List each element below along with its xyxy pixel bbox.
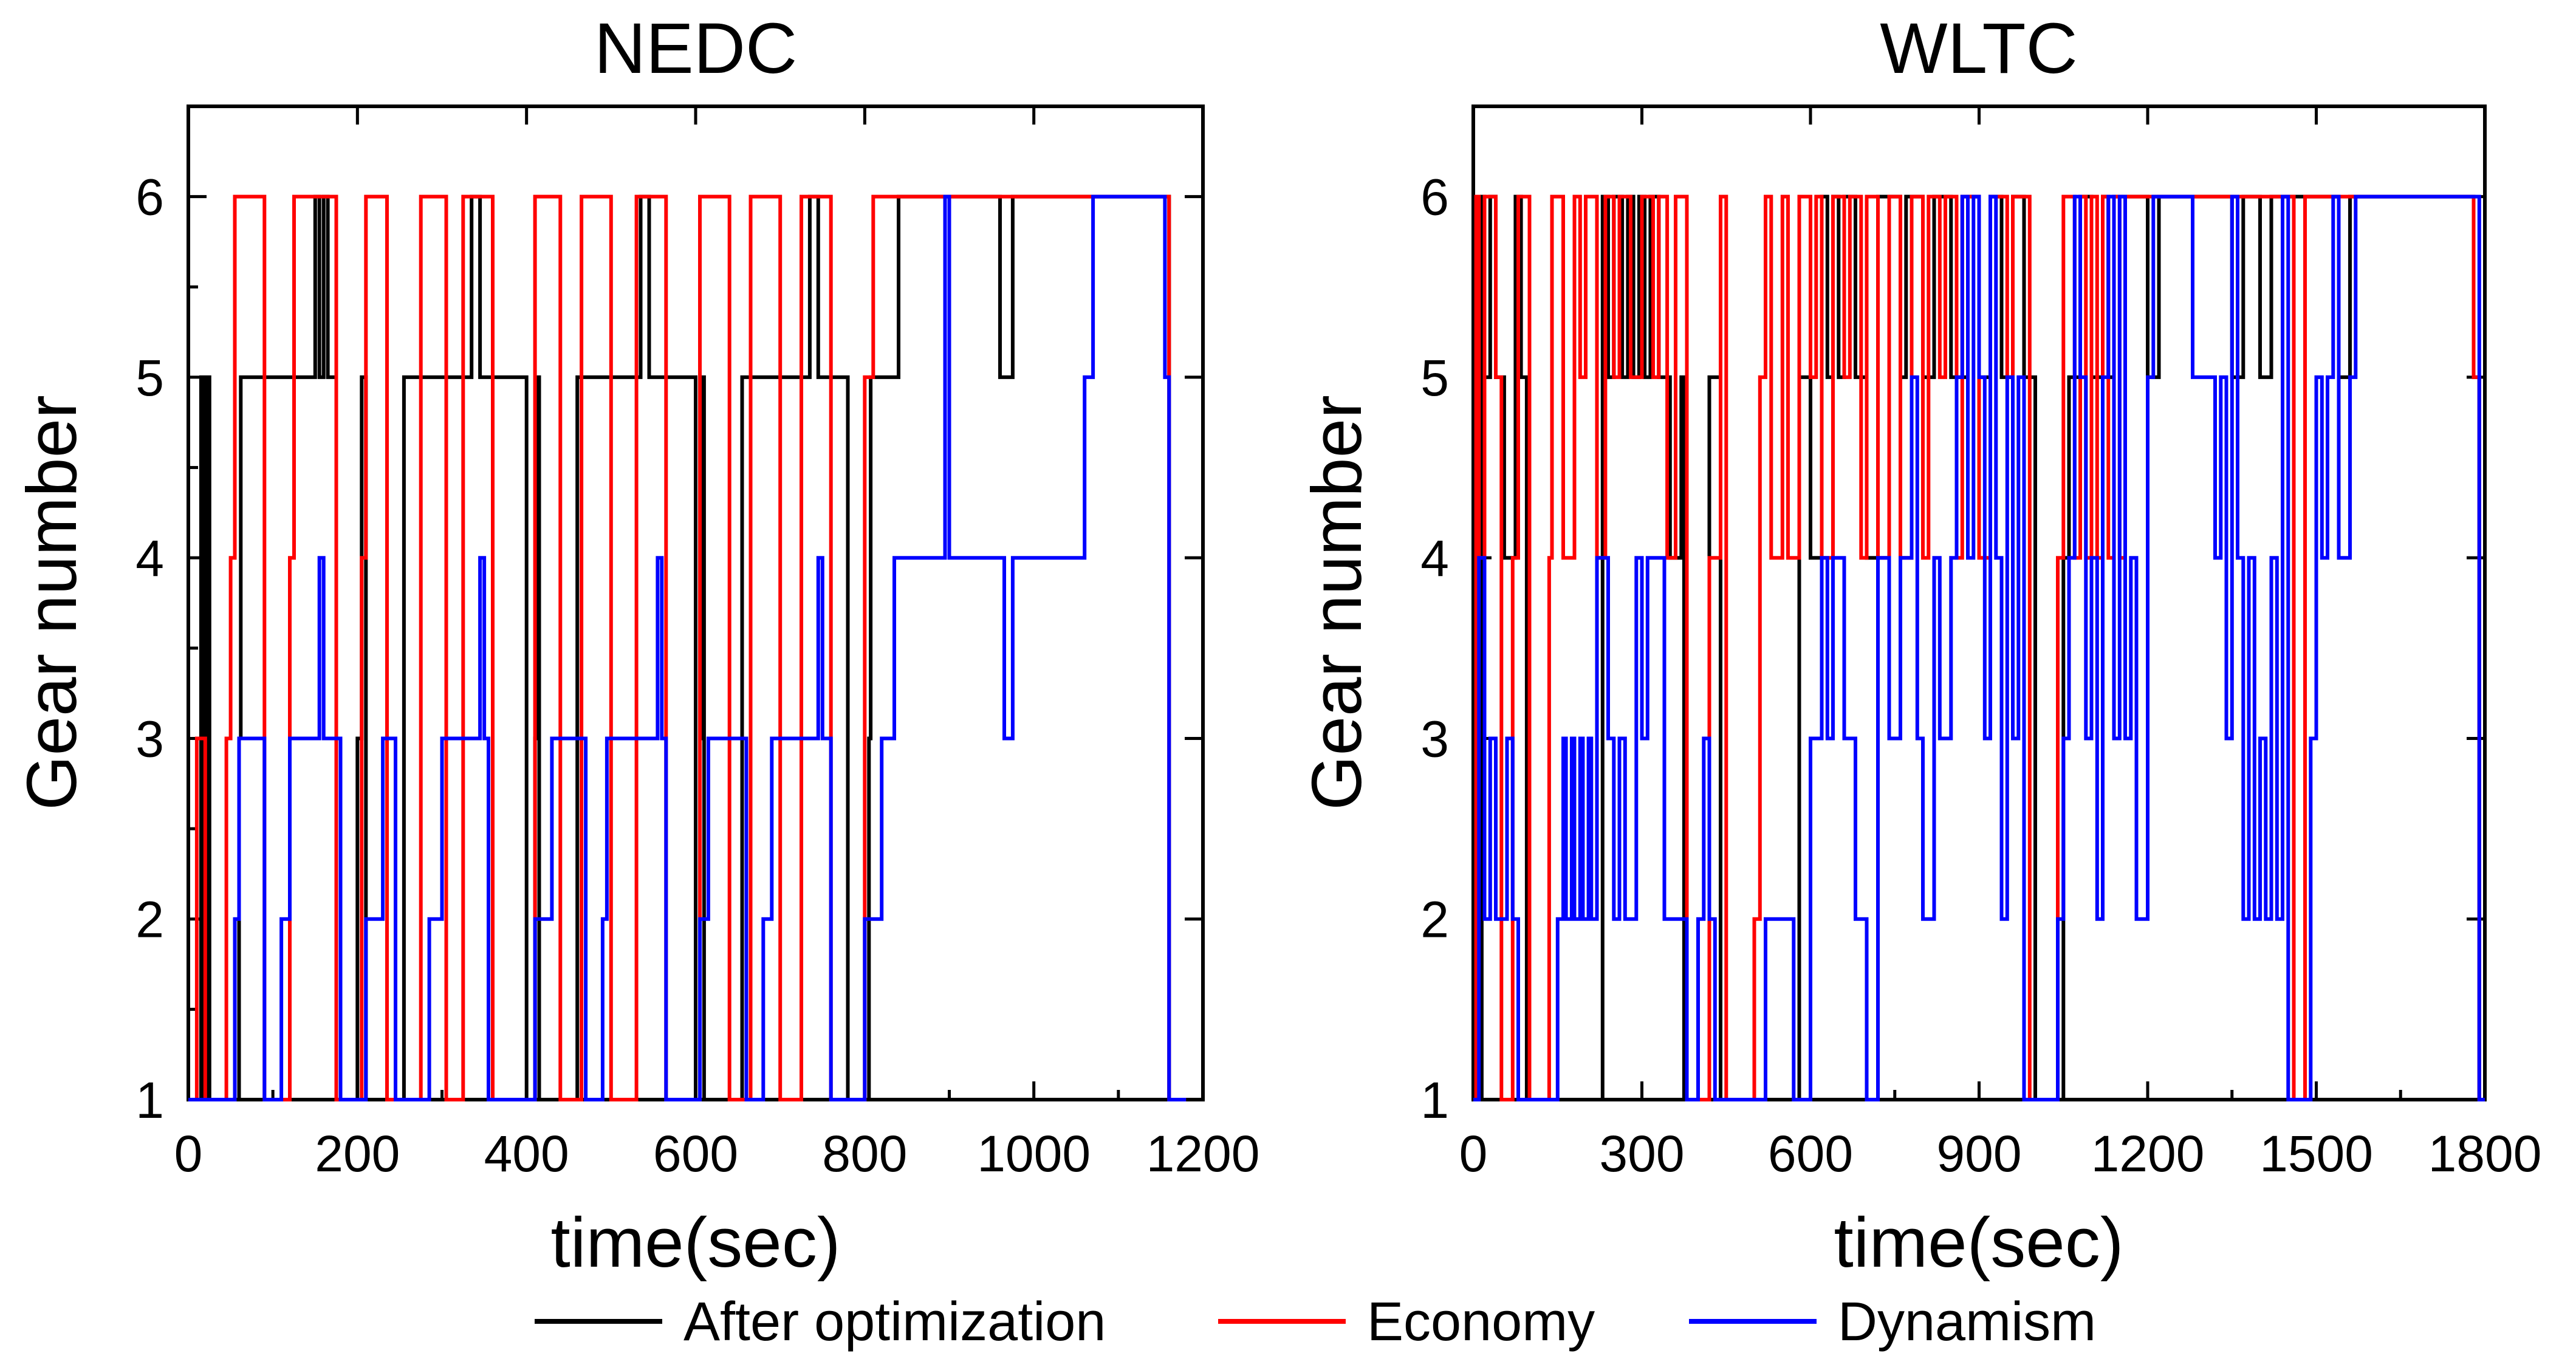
nedc-series [188,194,1187,1101]
wltc-y-tick-label: 6 [1420,169,1449,226]
legend-label-after-optimization: After optimization [683,1292,1106,1352]
nedc-x-tick-label: 200 [315,1125,400,1182]
wltc-title: WLTC [1880,9,2078,89]
nedc-x-tick-label: 600 [653,1125,738,1182]
nedc-x-axis-label: time(sec) [551,1203,841,1282]
nedc-x-tick-label: 0 [174,1125,203,1182]
nedc-x-tick-label: 400 [484,1125,569,1182]
nedc-ticks: 0 200 400 600 800 1000 1200 1 2 3 4 5 6 [135,104,1260,1182]
nedc-y-tick-label: 3 [135,710,164,767]
wltc-x-tick-label: 900 [1936,1125,2021,1182]
nedc-y-axis-label: Gear number [12,395,91,810]
nedc-x-tick-label: 800 [822,1125,907,1182]
nedc-series-dynamism [188,194,1187,1101]
wltc-x-tick-label: 0 [1459,1125,1488,1182]
wltc-y-axis-label: Gear number [1297,395,1376,810]
wltc-panel: WLTC time(sec) Gear number 0 300 600 900 120… [1297,9,2541,1282]
legend: After optimization Economy Dynamism [535,1292,2096,1352]
nedc-series-economy [188,194,1187,1101]
nedc-y-tick-label: 5 [135,349,164,406]
wltc-y-tick-label: 3 [1420,710,1449,767]
nedc-x-tick-label: 1200 [1146,1125,1260,1182]
nedc-y-tick-label: 2 [135,891,164,948]
wltc-x-axis-label: time(sec) [1834,1203,2124,1282]
wltc-series [1473,194,2485,1101]
wltc-x-tick-label: 1500 [2259,1125,2373,1182]
nedc-panel: NEDC time(sec) Gear number 0 200 400 600 800… [12,9,1259,1282]
wltc-y-tick-label: 2 [1420,891,1449,948]
nedc-y-tick-label: 6 [135,169,164,226]
wltc-y-tick-label: 1 [1420,1072,1449,1129]
wltc-y-tick-label: 4 [1420,530,1449,587]
legend-label-dynamism: Dynamism [1838,1292,2096,1352]
wltc-x-tick-label: 1800 [2428,1125,2542,1182]
nedc-title: NEDC [594,9,797,89]
wltc-x-tick-label: 300 [1599,1125,1684,1182]
legend-label-economy: Economy [1367,1292,1595,1352]
wltc-series-dynamism [1473,194,2485,1101]
wltc-y-tick-label: 5 [1420,349,1449,406]
nedc-y-tick-label: 4 [135,530,164,587]
nedc-x-tick-label: 1000 [977,1125,1091,1182]
wltc-x-tick-label: 600 [1768,1125,1853,1182]
wltc-ticks: 0 300 600 900 1200 1500 1800 1 2 3 4 5 6 [1420,104,2542,1182]
wltc-x-tick-label: 1200 [2091,1125,2205,1182]
nedc-y-tick-label: 1 [135,1072,164,1129]
